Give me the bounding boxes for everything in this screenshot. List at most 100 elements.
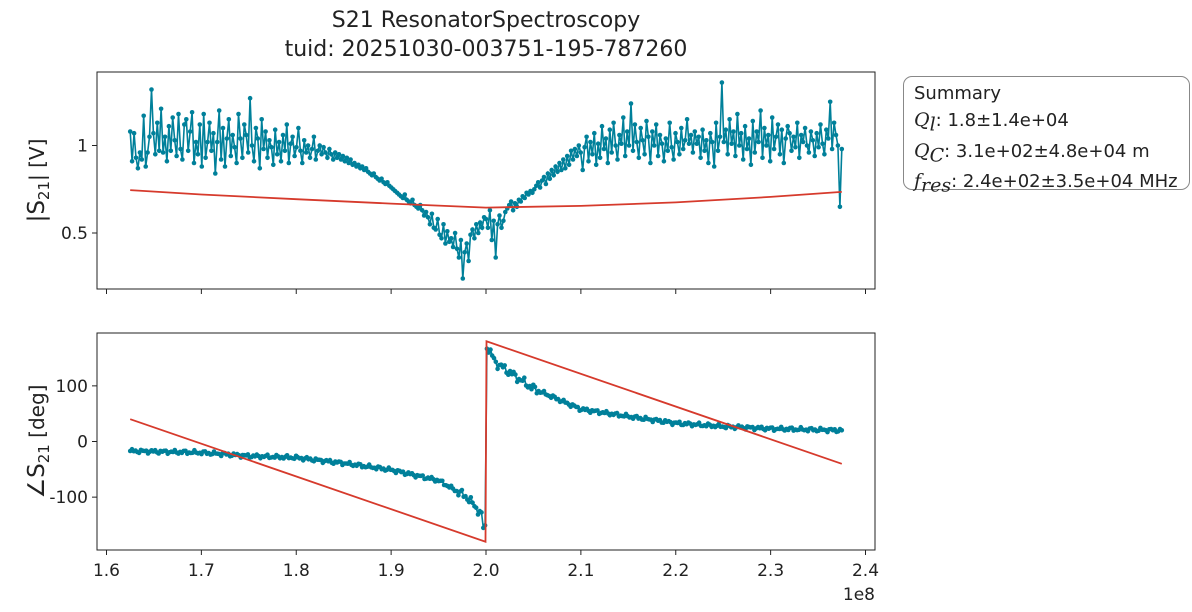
magnitude-data-point [767, 159, 773, 164]
magnitude-data-point [427, 222, 433, 227]
summary-ql-sub: l [929, 113, 936, 136]
magnitude-data-point [170, 115, 175, 120]
magnitude-data-point [176, 111, 181, 117]
magnitude-data-point [574, 153, 580, 159]
magnitude-data-point [555, 169, 560, 175]
summary-fres-value: : 2.4e+02±3.5e+04 MHz [951, 171, 1178, 193]
magnitude-data-point [545, 171, 551, 176]
magnitude-data-point [752, 150, 758, 155]
magnitude-data-point [510, 208, 516, 213]
magnitude-data-point [816, 144, 821, 150]
magnitude-data-point [474, 222, 479, 227]
phase-ytick-label: 0 [77, 433, 88, 453]
phase-x-offset-label: 1e8 [843, 585, 875, 605]
magnitude-data-point [829, 146, 835, 152]
magnitude-data-point [203, 155, 208, 161]
magnitude-data-point [189, 110, 195, 115]
magnitude-data-point [464, 241, 470, 246]
magnitude-data-point [572, 146, 578, 152]
magnitude-data-point [750, 118, 756, 124]
magnitude-data-point [352, 160, 357, 166]
chart-title-line1: S21 ResonatorSpectroscopy [331, 8, 641, 33]
phase-xtick-label: 2.1 [567, 561, 594, 581]
magnitude-data-point [160, 150, 166, 155]
magnitude-data-point [553, 164, 558, 169]
phase-xtick-label: 1.9 [378, 561, 405, 581]
magnitude-data-point [599, 123, 605, 129]
magnitude-data-point [715, 148, 721, 154]
magnitude-data-point [265, 155, 270, 161]
magnitude-data-point [448, 236, 454, 241]
magnitude-data-point [779, 127, 785, 132]
magnitude-data-point [201, 111, 206, 117]
magnitude-data-point [218, 157, 224, 162]
phase-data-point [495, 366, 500, 372]
magnitude-data-point [539, 178, 545, 183]
magnitude-data-point [311, 134, 317, 140]
magnitude-data-point [216, 108, 222, 113]
magnitude-data-point [301, 138, 307, 143]
chart-title: S21 ResonatorSpectroscopy tuid: 20251030… [97, 6, 875, 64]
phase-data-point [502, 363, 508, 368]
phase-xtick-label: 1.6 [93, 561, 120, 581]
magnitude-data-point [253, 125, 259, 131]
magnitude-data-point [131, 130, 137, 136]
magnitude-data-point [534, 183, 539, 189]
magnitude-data-point [597, 155, 603, 161]
magnitude-data-point [280, 132, 286, 138]
magnitude-data-point [307, 155, 313, 161]
magnitude-data-point [209, 148, 214, 154]
magnitude-data-point [766, 132, 771, 138]
magnitude-data-point [526, 192, 531, 197]
magnitude-data-point [243, 132, 249, 138]
phase-fit-line [129, 340, 843, 543]
magnitude-data-point [731, 129, 736, 134]
summary-qc-symbol: Q [914, 139, 930, 162]
magnitude-data-point [737, 143, 742, 148]
magnitude-data-point [590, 152, 595, 157]
magnitude-data-point [441, 222, 446, 227]
magnitude-data-point [725, 152, 730, 157]
magnitude-data-point [410, 197, 415, 203]
magnitude-data-point [193, 139, 199, 145]
magnitude-data-point [294, 144, 299, 150]
magnitude-data-point [543, 181, 549, 187]
magnitude-data-point [628, 101, 634, 106]
magnitude-data-point [477, 220, 483, 225]
phase-data-point [488, 347, 493, 352]
magnitude-data-point [522, 195, 527, 201]
magnitude-data-point [205, 139, 210, 145]
chart-title-line2: tuid: 20251030-003751-195-787260 [284, 37, 688, 62]
magnitude-data-point [290, 134, 295, 140]
phase-data-point [575, 404, 581, 410]
magnitude-data-point [601, 146, 607, 152]
magnitude-data-point [564, 153, 570, 159]
magnitude-data-point [738, 130, 744, 136]
magnitude-data-point [632, 122, 638, 127]
magnitude-data-point [787, 130, 792, 136]
magnitude-data-point [491, 218, 497, 224]
magnitude-data-point [688, 132, 694, 138]
summary-fres-sub: res [921, 174, 952, 197]
magnitude-data-point [653, 122, 659, 127]
phase-data-point [475, 512, 481, 517]
magnitude-data-point [182, 122, 187, 127]
magnitude-data-point [292, 153, 297, 159]
magnitude-ylabel: |S21| [V] [24, 139, 53, 223]
summary-ql-symbol: Q [914, 109, 930, 131]
magnitude-data-point [172, 138, 177, 143]
magnitude-data-point [187, 129, 193, 134]
magnitude-data-point [263, 129, 268, 134]
magnitude-data-point [323, 150, 328, 155]
magnitude-data-point [506, 202, 512, 208]
magnitude-data-point [797, 155, 802, 161]
magnitude-data-point [603, 136, 609, 141]
magnitude-data-point [696, 134, 701, 140]
magnitude-data-point [435, 216, 441, 222]
magnitude-data-point [835, 143, 841, 148]
magnitude-data-point [789, 148, 794, 154]
phase-xtick-label: 1.8 [283, 561, 310, 581]
magnitude-data-point [255, 136, 261, 141]
magnitude-data-point [822, 152, 827, 157]
